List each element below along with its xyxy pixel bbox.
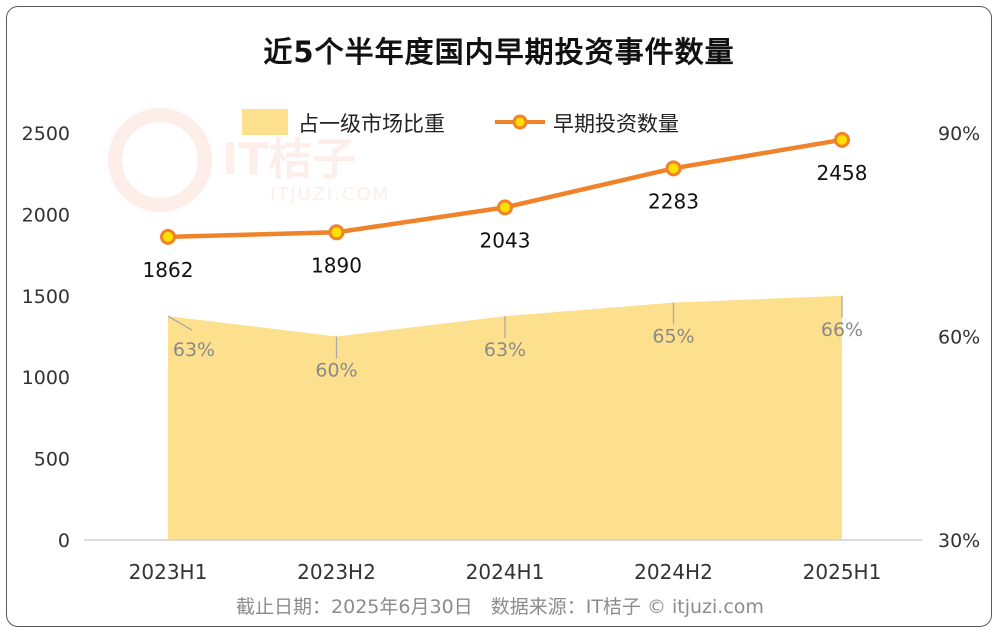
x-tick-label: 2024H1 [466,560,545,584]
legend-marker [512,114,528,130]
y-left-tick-label: 1500 [22,286,70,308]
legend: 占一级市场比重 早期投资数量 [242,109,679,136]
y-right-tick-label: 60% [938,327,980,349]
line-data-label: 2043 [480,228,531,252]
x-tick-label: 2023H1 [129,560,208,584]
x-tick-label: 2024H2 [634,560,713,584]
line-data-label: 2458 [817,161,868,185]
legend-label-line: 早期投资数量 [553,112,679,136]
line-point [665,160,682,177]
line-point [834,131,850,148]
line-data-label: 1890 [311,253,362,277]
area-data-label: 63% [484,339,526,361]
area-data-label: 65% [652,326,694,348]
area-data-label: 60% [315,360,357,382]
x-tick-label: 2025H1 [803,560,882,584]
footer: 截止日期：2025年6月30日 数据来源：IT桔子 © itjuzi.com [0,592,1000,619]
y-right-tick-label: 30% [938,530,980,552]
y-right-tick-label: 90% [938,123,980,145]
line-series [167,137,843,240]
line-data-label: 1862 [143,258,194,282]
footer-source: 数据来源：IT桔子 © itjuzi.com [490,596,764,618]
y-left-tick-label: 2000 [22,204,70,226]
line-point [328,224,345,241]
area-data-label: 63% [173,339,215,361]
y-left-tick-label: 2500 [22,123,70,145]
chart-title: 近5个半年度国内早期投资事件数量 [263,35,735,69]
line-point [497,199,513,216]
line-data-label: 2283 [648,189,699,213]
area-leader-line [167,315,193,331]
legend-label-area: 占一级市场比重 [298,112,445,136]
legend-swatch-area [242,109,288,135]
watermark-brand: IT桔子 [222,134,356,185]
y-left-tick-label: 1000 [22,367,70,389]
footer-date: 截止日期：2025年6月30日 [236,596,473,618]
y-left-tick-label: 500 [34,449,70,471]
line-point [160,228,176,245]
area-data-label: 66% [821,319,863,341]
y-left-tick-label: 0 [58,530,70,552]
watermark-domain: ITJUZI.COM [270,184,390,205]
x-tick-label: 2023H2 [297,560,376,584]
plot-area: 0 500 1000 1500 2000 2500 30% 60% 90% 2023H1 2023H… [22,123,981,584]
